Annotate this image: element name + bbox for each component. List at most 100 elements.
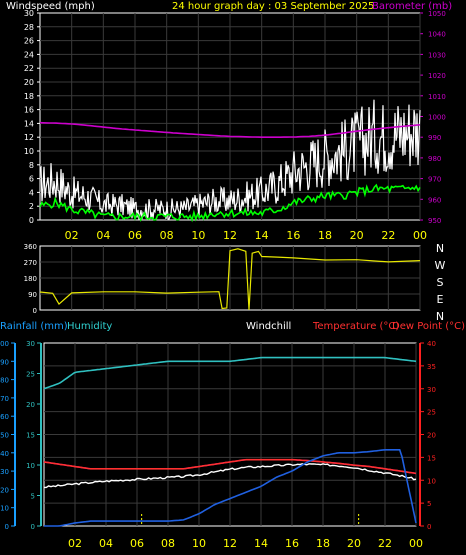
humidity-tick-label: 30 — [0, 468, 9, 476]
humidity-tick-label: 50 — [0, 432, 9, 440]
humidity-tick-label: 80 — [0, 377, 9, 385]
wind-x-tick-label: 16 — [286, 229, 300, 242]
wind-tick-label: 30 — [24, 9, 34, 18]
wind-tick-label: 4 — [29, 188, 34, 197]
wind-tick-label: 0 — [29, 216, 34, 225]
baro-tick-label: 950 — [428, 217, 441, 225]
temp-x-tick-label: 06 — [130, 537, 144, 550]
rainfall-tick-label: 10 — [26, 462, 35, 470]
temp-x-tick-label: 00 — [409, 537, 423, 550]
humidity-tick-label: 40 — [0, 450, 9, 458]
barometer-line — [39, 121, 421, 138]
temp-x-tick-label: 08 — [161, 537, 175, 550]
baro-tick-label: 1030 — [428, 51, 446, 59]
temperature-tick-label: 0 — [427, 523, 431, 531]
direction-tick-label: 360 — [24, 243, 37, 251]
chart-date-title: 24 hour graph day : 03 September 2025 — [172, 1, 375, 12]
baro-tick-label: 990 — [428, 134, 441, 142]
windspeed-line — [39, 99, 421, 220]
wind-tick-label: 26 — [24, 37, 34, 46]
wind-x-tick-label: 00 — [413, 229, 427, 242]
humidity-tick-label: 20 — [0, 486, 9, 494]
wind-x-tick-label: 08 — [160, 229, 174, 242]
baro-tick-label: 1050 — [428, 10, 446, 18]
compass-label: N — [436, 242, 444, 255]
temp-x-tick-label: 02 — [68, 537, 82, 550]
wind-tick-label: 18 — [24, 92, 34, 101]
wind-tick-label: 12 — [24, 133, 34, 142]
temperature-tick-label: 20 — [427, 432, 436, 440]
rainfall-tick-label: 0 — [31, 523, 35, 531]
rainfall-axis-title: Rainfall (mm) — [0, 321, 68, 332]
baro-tick-label: 960 — [428, 196, 441, 204]
humidity-tick-label: 10 — [0, 505, 9, 513]
compass-label: W — [435, 259, 446, 272]
temperature-tick-label: 25 — [427, 409, 436, 417]
humidity-tick-label: 70 — [0, 395, 9, 403]
temperature-axis-title: Temperature (°C) — [313, 321, 400, 332]
temp-x-tick-label: 20 — [347, 537, 361, 550]
rainfall-tick-label: 20 — [26, 401, 35, 409]
temperature-tick-label: 40 — [427, 340, 436, 348]
windspeed-axis-title: Windspeed (mph) — [6, 1, 95, 12]
wind-tick-label: 8 — [29, 161, 34, 170]
temperature-tick-label: 35 — [427, 363, 436, 371]
baro-tick-label: 1000 — [428, 114, 446, 122]
wind-tick-label: 10 — [24, 147, 34, 156]
dewpoint-legend: Dew Point (°C) — [392, 321, 466, 332]
barometer-axis-title: Barometer (mb) — [372, 1, 453, 12]
series-lines — [39, 99, 421, 527]
wind-direction-line — [39, 248, 421, 311]
wind-tick-label: 2 — [29, 202, 34, 211]
wind-tick-label: 14 — [24, 119, 34, 128]
baro-tick-label: 1010 — [428, 93, 446, 101]
rainfall-tick-label: 25 — [26, 371, 35, 379]
wind-x-tick-label: 10 — [191, 229, 205, 242]
wind-x-tick-label: 20 — [350, 229, 364, 242]
rainfall-tick-label: 15 — [26, 432, 35, 440]
baro-tick-label: 970 — [428, 176, 441, 184]
direction-tick-label: 90 — [28, 291, 37, 299]
temp-x-tick-label: 22 — [378, 537, 392, 550]
baro-tick-label: 980 — [428, 155, 441, 163]
temperature-tick-label: 30 — [427, 386, 436, 394]
windchill-legend: Windchill — [246, 321, 292, 332]
humidity-tick-label: 0 — [5, 523, 9, 531]
baro-tick-label: 1040 — [428, 31, 446, 39]
direction-tick-label: 270 — [24, 259, 37, 267]
rainfall-tick-label: 30 — [26, 340, 35, 348]
temp-x-tick-label: 12 — [223, 537, 237, 550]
humidity-axis-title: Humidity — [67, 321, 113, 332]
wind-average-line — [39, 183, 421, 223]
wind-x-tick-label: 02 — [65, 229, 79, 242]
wind-tick-label: 22 — [24, 64, 34, 73]
wind-tick-label: 20 — [24, 78, 34, 87]
temperature-tick-label: 15 — [427, 454, 436, 462]
grid-lines — [11, 12, 424, 527]
temp-x-tick-label: 18 — [316, 537, 330, 550]
wind-x-tick-label: 06 — [128, 229, 142, 242]
compass-label: E — [437, 293, 444, 306]
compass-label: N — [436, 310, 444, 323]
wind-tick-label: 24 — [24, 50, 34, 59]
temp-x-tick-label: 14 — [254, 537, 268, 550]
wind-tick-label: 6 — [29, 175, 34, 184]
humidity-tick-label: 100 — [0, 340, 9, 348]
temperature-tick-label: 5 — [427, 500, 431, 508]
humidity-tick-label: 60 — [0, 413, 9, 421]
rainfall-tick-label: 5 — [31, 493, 35, 501]
compass-label: S — [437, 276, 444, 289]
wind-x-tick-label: 18 — [318, 229, 332, 242]
direction-tick-label: 180 — [24, 275, 37, 283]
temperature-tick-label: 10 — [427, 477, 436, 485]
wind-tick-label: 16 — [24, 106, 34, 115]
humidity-line — [43, 356, 417, 390]
temp-x-tick-label: 16 — [285, 537, 299, 550]
rainfall-line — [44, 448, 417, 527]
humidity-tick-label: 90 — [0, 358, 9, 366]
windchill-line — [44, 463, 417, 489]
wind-tick-label: 28 — [24, 23, 34, 32]
direction-tick-label: 0 — [33, 307, 37, 315]
wind-x-tick-label: 22 — [381, 229, 395, 242]
